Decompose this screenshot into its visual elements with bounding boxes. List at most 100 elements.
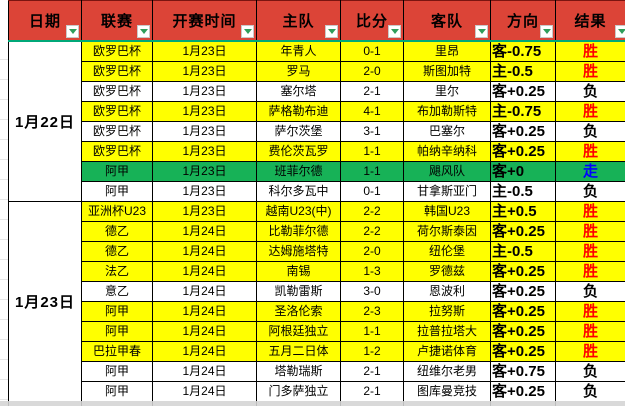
- table-row: 欧罗巴杯 1月23日 罗马 2-0 斯图加特 主-0.5 胜: [9, 60, 625, 82]
- cell-score: 1-2: [340, 340, 404, 362]
- date-group-cell: 1月23日: [8, 200, 82, 402]
- cell-score: 2-1: [340, 360, 404, 382]
- filter-dropdown-score[interactable]: [388, 24, 401, 38]
- filter-dropdown-start-time[interactable]: [241, 24, 254, 38]
- cell-result: 胜: [555, 300, 625, 322]
- cell-league: 亚洲杯U23: [81, 200, 153, 222]
- header-label: 方向: [506, 12, 539, 30]
- table-row: 法乙 1月24日 南锡 1-3 罗德兹 客+0.25 胜: [9, 260, 625, 282]
- cell-away-team: 飓风队: [403, 160, 491, 182]
- cell-result: 负: [555, 380, 625, 402]
- cell-score: 2-1: [340, 380, 404, 402]
- table-row: 欧罗巴杯 1月23日 萨尔茨堡 3-1 巴塞尔 客+0.25 负: [9, 120, 625, 142]
- cell-home-team: 科尔多瓦中: [256, 180, 341, 202]
- header-label: 主队: [282, 12, 315, 30]
- table-row: 1月23日 亚洲杯U23 1月23日 越南U23(中) 2-2 韩国U23 主+0.5 胜: [8, 200, 625, 402]
- filter-dropdown-away-team[interactable]: [475, 24, 488, 38]
- cell-result: 胜: [555, 320, 625, 342]
- cell-direction: 客+0.25: [490, 80, 556, 102]
- header-direction: 方向: [490, 0, 556, 42]
- cell-start-time: 1月23日: [152, 140, 257, 162]
- cell-league: 欧罗巴杯: [81, 80, 153, 102]
- cell-home-team: 萨尔茨堡: [256, 120, 341, 142]
- cell-score: 1-1: [340, 320, 404, 342]
- cell-league: 阿甲: [81, 180, 153, 202]
- cell-result: 负: [555, 80, 625, 102]
- table-row: 德乙 1月24日 比勒菲尔德 2-2 荷尔斯泰因 客+0.25 胜: [9, 220, 625, 242]
- cell-home-team: 圣洛伦索: [256, 300, 341, 322]
- cell-start-time: 1月23日: [152, 40, 257, 62]
- cell-result: 胜: [555, 340, 625, 362]
- cell-home-team: 塔勒瑞斯: [256, 360, 341, 382]
- cell-start-time: 1月24日: [152, 240, 257, 262]
- header-home-team: 主队: [256, 0, 341, 42]
- cell-away-team: 拉普拉塔大: [403, 320, 491, 342]
- cell-away-team: 斯图加特: [403, 60, 491, 82]
- cell-away-team: 帕纳辛纳科: [403, 140, 491, 162]
- table-header: 日期 联赛 开赛时间 主队 比分 客队 方向 结果: [8, 0, 625, 42]
- header-label: 结果: [574, 12, 607, 30]
- cell-score: 2-2: [340, 200, 404, 222]
- header-start-time: 开赛时间: [152, 0, 257, 42]
- cell-league: 欧罗巴杯: [81, 120, 153, 142]
- cell-home-team: 费伦茨瓦罗: [256, 140, 341, 162]
- filter-dropdown-league[interactable]: [137, 24, 150, 38]
- cell-direction: 主-0.5: [490, 180, 556, 202]
- cell-league: 阿甲: [81, 300, 153, 322]
- cell-home-team: 南锡: [256, 260, 341, 282]
- table-row: 阿甲 1月24日 塔勒瑞斯 2-1 纽维尔老男 客+0.75 负: [9, 360, 625, 382]
- cell-result: 负: [555, 180, 625, 202]
- cell-league: 阿甲: [81, 360, 153, 382]
- cell-direction: 客+0.25: [490, 380, 556, 402]
- cell-away-team: 纽伦堡: [403, 240, 491, 262]
- table-row: 阿甲 1月24日 圣洛伦索 2-3 拉努斯 客+0.25 胜: [9, 300, 625, 322]
- cell-start-time: 1月24日: [152, 340, 257, 362]
- table-row: 欧罗巴杯 1月23日 费伦茨瓦罗 1-1 帕纳辛纳科 客+0.25 胜: [9, 140, 625, 162]
- filter-arrow-icon: [390, 28, 399, 34]
- worksheet-left-margin: [0, 0, 8, 400]
- cell-start-time: 1月24日: [152, 220, 257, 242]
- cell-start-time: 1月23日: [152, 200, 257, 222]
- cell-direction: 客+0: [490, 160, 556, 182]
- filter-dropdown-home-team[interactable]: [325, 24, 338, 38]
- cell-away-team: 荷尔斯泰因: [403, 220, 491, 242]
- filter-arrow-icon: [68, 28, 77, 34]
- cell-direction: 客+0.75: [490, 360, 556, 382]
- cell-away-team: 里昂: [403, 40, 491, 62]
- cell-league: 巴拉甲春: [81, 340, 153, 362]
- cell-direction: 主+0.5: [490, 200, 556, 222]
- filter-arrow-icon: [477, 28, 486, 34]
- table-row: 阿甲 1月23日 科尔多瓦中 0-1 甘拿斯亚门 主-0.5 负: [9, 180, 625, 202]
- filter-dropdown-result[interactable]: [615, 24, 625, 38]
- cell-direction: 客+0.25: [490, 340, 556, 362]
- filter-dropdown-direction[interactable]: [540, 24, 553, 38]
- filter-dropdown-date[interactable]: [66, 24, 79, 38]
- cell-away-team: 甘拿斯亚门: [403, 180, 491, 202]
- table-row: 欧罗巴杯 1月23日 塞尔塔 2-1 里尔 客+0.25 负: [9, 80, 625, 102]
- cell-result: 胜: [555, 260, 625, 282]
- cell-league: 欧罗巴杯: [81, 100, 153, 122]
- cell-league: 德乙: [81, 220, 153, 242]
- cell-away-team: 图库曼竞技: [403, 380, 491, 402]
- header-result: 结果: [555, 0, 625, 42]
- cell-league: 阿甲: [81, 380, 153, 402]
- cell-home-team: 年青人: [256, 40, 341, 62]
- cell-score: 3-1: [340, 120, 404, 142]
- filter-arrow-icon: [327, 28, 336, 34]
- cell-result: 走: [555, 160, 625, 182]
- cell-result: 负: [555, 280, 625, 302]
- table-row: 巴拉甲春 1月24日 五月二日体 1-2 卢捷诺体育 客+0.25 胜: [9, 340, 625, 362]
- cell-score: 1-1: [340, 140, 404, 162]
- cell-start-time: 1月23日: [152, 180, 257, 202]
- cell-start-time: 1月23日: [152, 100, 257, 122]
- table-row: 阿甲 1月23日 班菲尔德 1-1 飓风队 客+0 走: [9, 160, 625, 182]
- bottom-clipped-row: [0, 401, 625, 406]
- cell-home-team: 比勒菲尔德: [256, 220, 341, 242]
- header-date: 日期: [8, 0, 82, 42]
- cell-direction: 客+0.25: [490, 280, 556, 302]
- header-label: 日期: [28, 12, 61, 30]
- cell-away-team: 罗德兹: [403, 260, 491, 282]
- header-row: 日期 联赛 开赛时间 主队 比分 客队 方向 结果: [8, 0, 625, 42]
- cell-start-time: 1月24日: [152, 280, 257, 302]
